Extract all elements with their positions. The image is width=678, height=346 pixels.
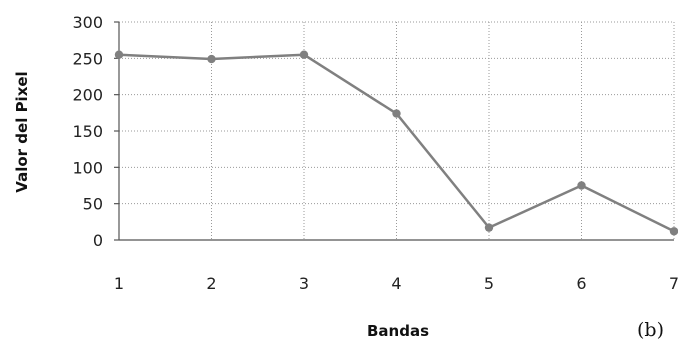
panel-label: (b) bbox=[637, 319, 664, 341]
y-tick-label: 200 bbox=[72, 86, 103, 105]
x-tick-label: 3 bbox=[299, 274, 309, 293]
y-axis-title: Valor del Pixel bbox=[13, 71, 31, 192]
y-tick-label: 250 bbox=[72, 49, 103, 68]
x-tick-label: 2 bbox=[206, 274, 216, 293]
grid bbox=[119, 21, 675, 240]
y-tick-labels: 0 50 100 150 200 250 300 bbox=[72, 13, 103, 250]
y-tick-label: 150 bbox=[72, 122, 103, 141]
x-tick-label: 4 bbox=[391, 274, 401, 293]
data-point bbox=[484, 223, 494, 232]
x-tick-label: 5 bbox=[484, 274, 494, 293]
data-point bbox=[299, 50, 309, 59]
series bbox=[114, 50, 678, 236]
x-tick-label: 6 bbox=[576, 274, 586, 293]
data-point bbox=[669, 227, 678, 236]
data-point bbox=[577, 181, 586, 190]
y-tick-label: 50 bbox=[83, 195, 103, 214]
data-point bbox=[207, 54, 216, 64]
y-tick-label: 300 bbox=[72, 13, 103, 32]
data-point bbox=[392, 109, 401, 118]
x-tick-labels: 1 2 3 4 5 6 7 bbox=[114, 274, 678, 293]
y-tick-label: 100 bbox=[72, 158, 103, 177]
x-tick-label: 1 bbox=[114, 274, 124, 293]
x-axis-title: Bandas bbox=[367, 322, 429, 340]
y-tick-label: 0 bbox=[93, 231, 103, 250]
x-tick-label: 7 bbox=[669, 274, 678, 293]
data-point bbox=[114, 50, 124, 59]
